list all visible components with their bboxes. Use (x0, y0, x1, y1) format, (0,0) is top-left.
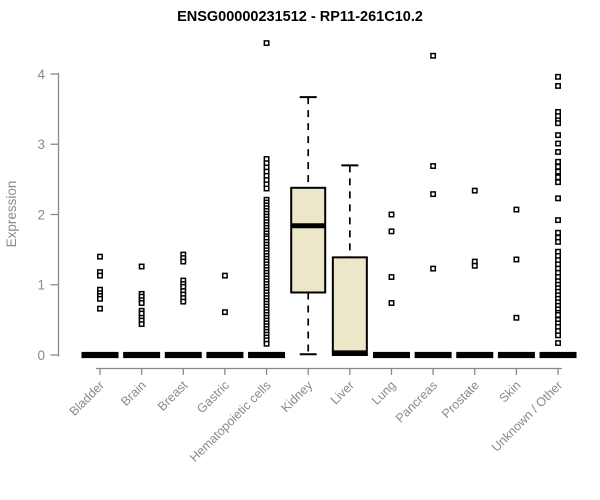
collapsed-box (372, 351, 410, 359)
box (290, 186, 327, 294)
outlier-point (138, 321, 145, 328)
outlier-point (388, 211, 395, 218)
y-axis-label: Expression (4, 181, 19, 248)
collapsed-box (123, 351, 161, 359)
collapsed-box (497, 351, 535, 359)
x-tick-label: Gastric (194, 378, 232, 416)
y-tick-label: 1 (37, 278, 45, 293)
collapsed-box (539, 351, 577, 359)
boxplot-prostate (456, 187, 494, 359)
boxplot-unknown-other (539, 73, 577, 359)
collapsed-box (206, 351, 244, 359)
boxplot-skin (497, 206, 535, 359)
outlier-point (555, 332, 561, 339)
outlier-point (513, 256, 520, 263)
outlier-point (555, 82, 561, 89)
outlier-point (221, 309, 228, 316)
outlier-point (555, 174, 561, 181)
outlier-point (555, 149, 561, 155)
outlier-point (97, 305, 103, 312)
outlier-point (97, 272, 103, 279)
x-tick-label: Prostate (439, 378, 482, 421)
collapsed-box (248, 351, 286, 359)
outlier-point (263, 40, 270, 47)
collapsed-box (164, 351, 202, 359)
outlier-point (555, 140, 561, 147)
boxplot-bladder (81, 253, 119, 359)
x-tick-label: Skin (496, 378, 523, 405)
boxplot-pancreas (414, 52, 452, 359)
x-tick-label: Unknown / Other (489, 378, 565, 454)
outlier-point (180, 298, 187, 305)
outlier-point (97, 253, 103, 260)
outlier-point (430, 191, 437, 198)
outlier-point (513, 206, 520, 213)
outlier-point (555, 179, 561, 186)
x-tick-label: Bladder (67, 378, 107, 418)
outlier-point (430, 163, 437, 169)
outlier-point (263, 185, 270, 192)
outlier-point (555, 132, 561, 139)
outlier-point (388, 228, 395, 235)
outlier-point (221, 272, 228, 279)
x-tick-label: Brain (118, 378, 149, 409)
boxplot-kidney (290, 96, 327, 356)
outlier-point (430, 52, 437, 59)
outlier-point (138, 263, 145, 270)
box (331, 256, 368, 357)
outlier-point (138, 300, 145, 306)
y-tick-label: 0 (37, 348, 45, 363)
outlier-point (555, 195, 561, 202)
outlier-point (555, 163, 561, 170)
y-tick-label: 4 (37, 67, 45, 82)
x-tick-label: Lung (369, 378, 399, 408)
y-tick-label: 3 (37, 137, 45, 152)
outlier-point (97, 295, 103, 302)
x-tick-label: Pancreas (393, 378, 440, 425)
outlier-point (388, 274, 395, 280)
collapsed-box (456, 351, 494, 359)
outlier-point (555, 312, 561, 318)
boxplot-liver (331, 164, 368, 357)
outlier-point (555, 238, 561, 245)
chart-title: ENSG00000231512 - RP11-261C10.2 (177, 9, 423, 25)
plot-area: 0 1 2 3 4 Bladder Brain Breast GastricHematopoie… (37, 40, 577, 465)
outlier-point (430, 265, 437, 272)
boxplot-hematopoietic-cells (248, 40, 286, 359)
outlier-point (471, 262, 478, 269)
outlier-point (263, 340, 270, 347)
outlier-point (555, 73, 561, 80)
boxplot-lung (372, 211, 410, 359)
outlier-point (555, 340, 561, 347)
outlier-point (555, 229, 561, 236)
boxplot-gastric (206, 272, 244, 359)
outlier-point (555, 158, 561, 165)
boxplot-breast (164, 251, 202, 359)
x-tick-label: Kidney (278, 378, 315, 415)
collapsed-box (81, 351, 119, 359)
x-tick-label: Breast (155, 378, 191, 414)
outlier-point (555, 120, 561, 127)
outlier-point (513, 314, 520, 321)
x-tick-label: Liver (328, 378, 357, 407)
y-tick-label: 2 (37, 207, 45, 222)
outlier-point (388, 300, 395, 306)
outlier-point (180, 258, 187, 265)
boxplot-brain (123, 263, 161, 359)
x-tick-label: Hematopoietic cells (187, 378, 274, 465)
outlier-point (471, 187, 478, 194)
outlier-point (555, 168, 561, 175)
collapsed-box (414, 351, 452, 359)
outlier-point (555, 217, 561, 224)
